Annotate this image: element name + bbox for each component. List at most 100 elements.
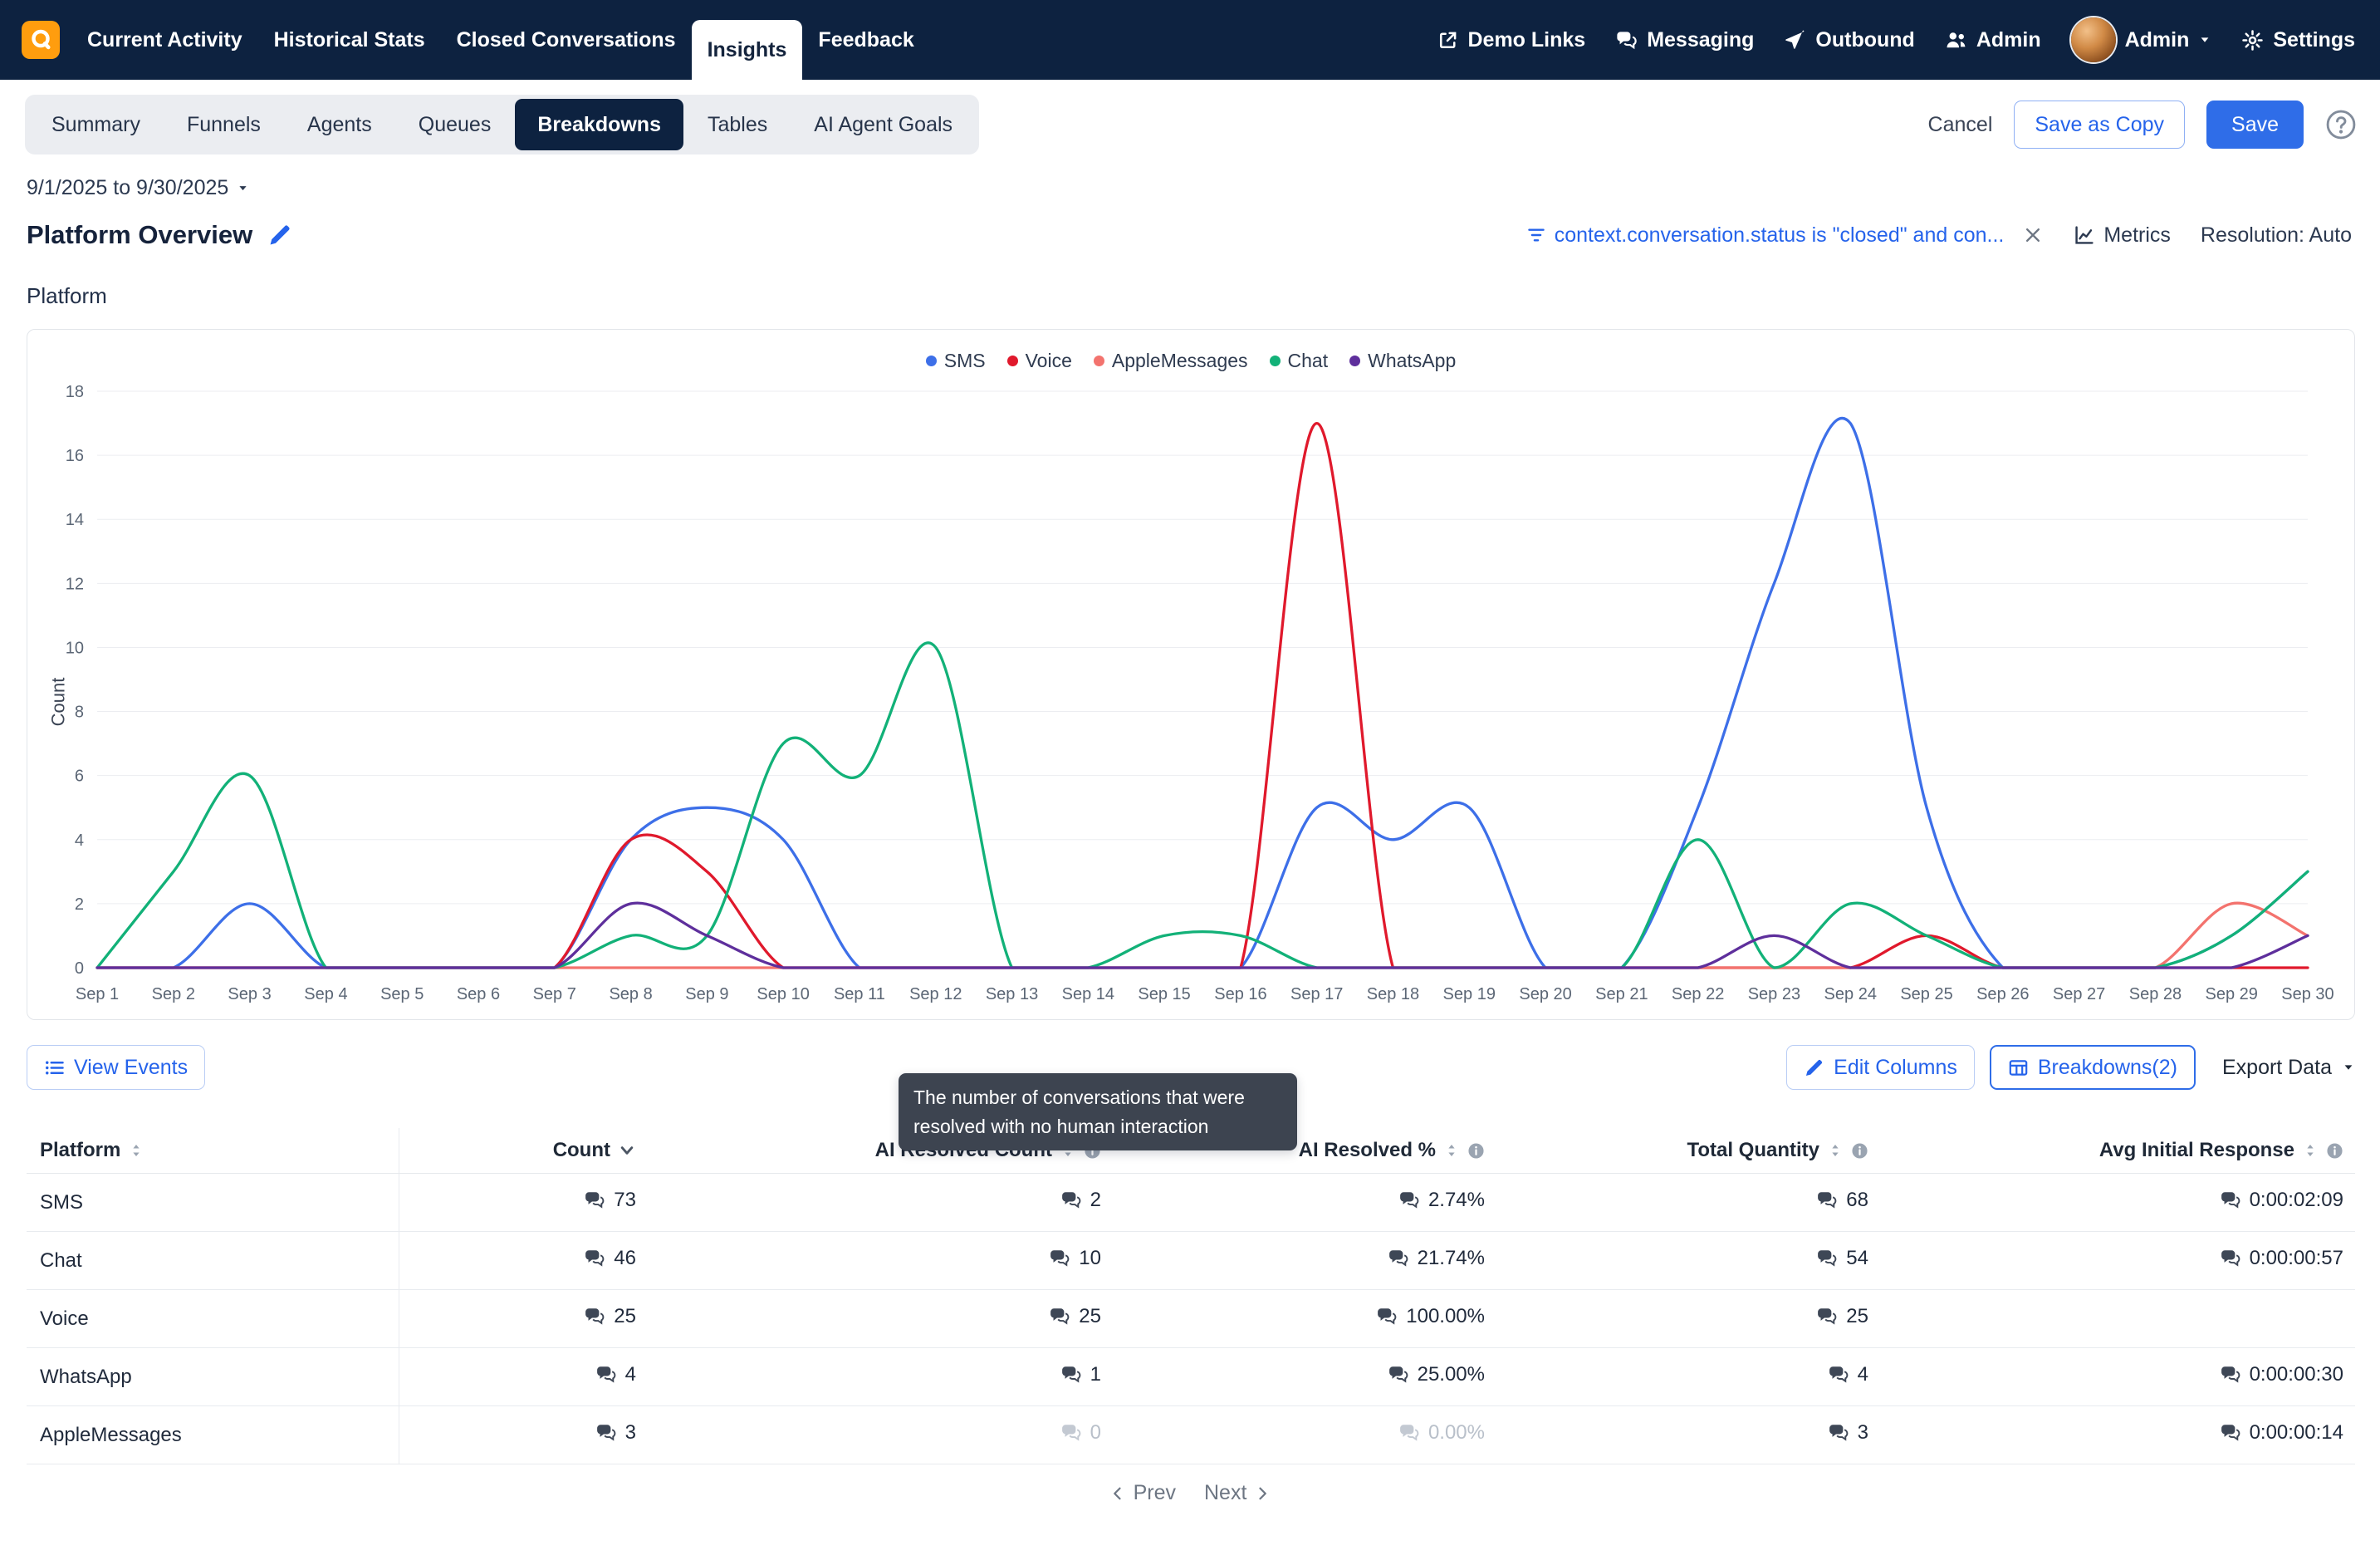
legend-item-chat[interactable]: Chat	[1269, 350, 1328, 372]
column-header-platform[interactable]: Platform	[27, 1128, 399, 1174]
chevron-right-icon	[1254, 1485, 1271, 1502]
value-cell: 4	[1496, 1347, 1880, 1406]
speech-bubble-icon	[1388, 1364, 1409, 1386]
value-cell: 0	[648, 1405, 1113, 1464]
nav-item-demo-links[interactable]: Demo Links	[1437, 28, 1585, 52]
sort-icon[interactable]	[128, 1142, 144, 1159]
primary-nav: Current Activity Historical Stats Closed C…	[71, 0, 930, 80]
save-button[interactable]: Save	[2206, 101, 2304, 149]
platform-cell: Chat	[27, 1231, 399, 1290]
platform-line-chart[interactable]: 0 2 4 6 8 10 12 14 16 18 Sep 1 Sep 2 Sep 3 Sep 4 Sep 5…	[44, 380, 2338, 1011]
table-row[interactable]: SMS 73 2 2.74% 68 0:00:02:09	[27, 1173, 2355, 1232]
nav-item-feedback[interactable]: Feedback	[802, 0, 929, 80]
save-as-copy-button[interactable]: Save as Copy	[2014, 101, 2186, 149]
speech-bubble-icon	[584, 1306, 605, 1327]
value-cell: 25	[648, 1289, 1113, 1348]
speech-bubble-icon	[584, 1248, 605, 1269]
legend-dot	[1006, 355, 1018, 366]
pencil-icon	[1804, 1057, 1824, 1078]
sort-icon[interactable]	[1827, 1142, 1844, 1159]
nav-item-closed-conversations[interactable]: Closed Conversations	[441, 0, 692, 80]
svg-text:18: 18	[66, 383, 84, 401]
tab-tables[interactable]: Tables	[685, 99, 790, 150]
value-cell: 0:00:00:30	[1880, 1347, 2355, 1406]
nav-item-settings[interactable]: Settings	[2241, 28, 2355, 52]
table-row[interactable]: WhatsApp 4 1 25.00% 4 0:00:00:30	[27, 1347, 2355, 1406]
column-header-avg-initial-response[interactable]: Avg Initial Response	[1880, 1128, 2355, 1174]
breakdowns-button[interactable]: Breakdowns(2)	[1989, 1045, 2196, 1090]
edit-title-button[interactable]	[267, 223, 292, 248]
value-cell: 73	[399, 1173, 648, 1232]
tab-agents[interactable]: Agents	[285, 99, 394, 150]
edit-columns-button[interactable]: Edit Columns	[1786, 1045, 1975, 1090]
cancel-button[interactable]: Cancel	[1927, 112, 1993, 136]
info-icon[interactable]	[2326, 1142, 2343, 1160]
svg-text:2: 2	[75, 895, 84, 914]
legend-item-voice[interactable]: Voice	[1006, 350, 1072, 372]
avatar[interactable]	[2070, 17, 2116, 62]
tab-queues[interactable]: Queues	[396, 99, 514, 150]
metrics-button[interactable]: Metrics	[2074, 223, 2171, 248]
svg-text:Sep 2: Sep 2	[152, 985, 195, 1003]
value-cell: 25	[1496, 1289, 1880, 1348]
tab-breakdowns[interactable]: Breakdowns	[515, 99, 683, 150]
speech-bubble-icon	[1060, 1422, 1082, 1444]
tab-funnels[interactable]: Funnels	[164, 99, 283, 150]
table-row[interactable]: Chat 46 10 21.74% 54 0:00:00:57	[27, 1231, 2355, 1290]
tab-summary[interactable]: Summary	[29, 99, 163, 150]
sort-icon[interactable]	[1443, 1142, 1460, 1159]
value-cell: 2.74%	[1113, 1173, 1496, 1232]
paper-plane-icon	[1784, 29, 1806, 52]
svg-text:Sep 15: Sep 15	[1138, 985, 1190, 1003]
value-cell: 46	[399, 1231, 648, 1290]
prev-page-button[interactable]: Prev	[1109, 1481, 1176, 1505]
speech-bubble-icon	[1060, 1364, 1082, 1386]
filter-icon	[1526, 225, 1546, 245]
nav-item-outbound[interactable]: Outbound	[1784, 28, 1915, 52]
remove-filter-button[interactable]	[2022, 224, 2044, 246]
value-cell: 3	[399, 1405, 648, 1464]
nav-item-insights[interactable]: Insights	[691, 20, 803, 80]
legend-dot	[1269, 355, 1281, 366]
breakdown-table-section: The number of conversations that were re…	[27, 1073, 2355, 1464]
export-data-button[interactable]: Export Data	[2222, 1056, 2355, 1080]
info-icon[interactable]	[1467, 1142, 1485, 1160]
brand-logo[interactable]	[22, 0, 60, 80]
value-cell: 0:00:02:09	[1880, 1173, 2355, 1232]
user-menu[interactable]: Admin	[2070, 17, 2212, 62]
date-range-selector[interactable]: 9/1/2025 to 9/30/2025	[0, 155, 2380, 200]
pagination: Prev Next	[0, 1481, 2380, 1505]
svg-text:Sep 8: Sep 8	[609, 985, 652, 1003]
legend-item-whatsapp[interactable]: WhatsApp	[1349, 350, 1456, 372]
nav-item-admin[interactable]: Admin	[1945, 28, 2041, 52]
info-icon[interactable]	[1851, 1142, 1868, 1160]
pencil-icon	[267, 223, 292, 248]
next-page-button[interactable]: Next	[1204, 1481, 1271, 1505]
sort-icon[interactable]	[2302, 1142, 2319, 1159]
svg-text:Sep 26: Sep 26	[1976, 985, 2029, 1003]
legend-item-sms[interactable]: SMS	[925, 350, 986, 372]
legend-item-applemessages[interactable]: AppleMessages	[1093, 350, 1248, 372]
value-cell: 3	[1496, 1405, 1880, 1464]
table-row[interactable]: AppleMessages 3 0 0.00% 3 0:00:00:14	[27, 1405, 2355, 1464]
nav-item-historical-stats[interactable]: Historical Stats	[258, 0, 441, 80]
svg-text:6: 6	[75, 768, 84, 786]
column-header-total-quantity[interactable]: Total Quantity	[1496, 1128, 1880, 1174]
table-row[interactable]: Voice 25 25 100.00% 25	[27, 1289, 2355, 1348]
value-cell: 2	[648, 1173, 1113, 1232]
nav-item-messaging[interactable]: Messaging	[1615, 28, 1754, 52]
view-events-button[interactable]: View Events	[27, 1045, 206, 1090]
svg-text:8: 8	[75, 704, 84, 722]
view-toolbar: Summary Funnels Agents Queues Breakdowns Tabl…	[0, 80, 2380, 155]
nav-item-current-activity[interactable]: Current Activity	[71, 0, 258, 80]
speech-bubble-icon	[595, 1364, 617, 1386]
help-button[interactable]	[2325, 109, 2357, 140]
filter-chip[interactable]: context.conversation.status is "closed" …	[1526, 223, 2004, 248]
page-title: Platform Overview	[27, 220, 253, 249]
tab-ai-agent-goals[interactable]: AI Agent Goals	[791, 99, 975, 150]
sort-desc-icon[interactable]	[618, 1141, 636, 1160]
caret-down-icon	[2342, 1061, 2355, 1074]
column-header-count[interactable]: Count	[399, 1128, 648, 1174]
svg-text:Sep 9: Sep 9	[685, 985, 728, 1003]
